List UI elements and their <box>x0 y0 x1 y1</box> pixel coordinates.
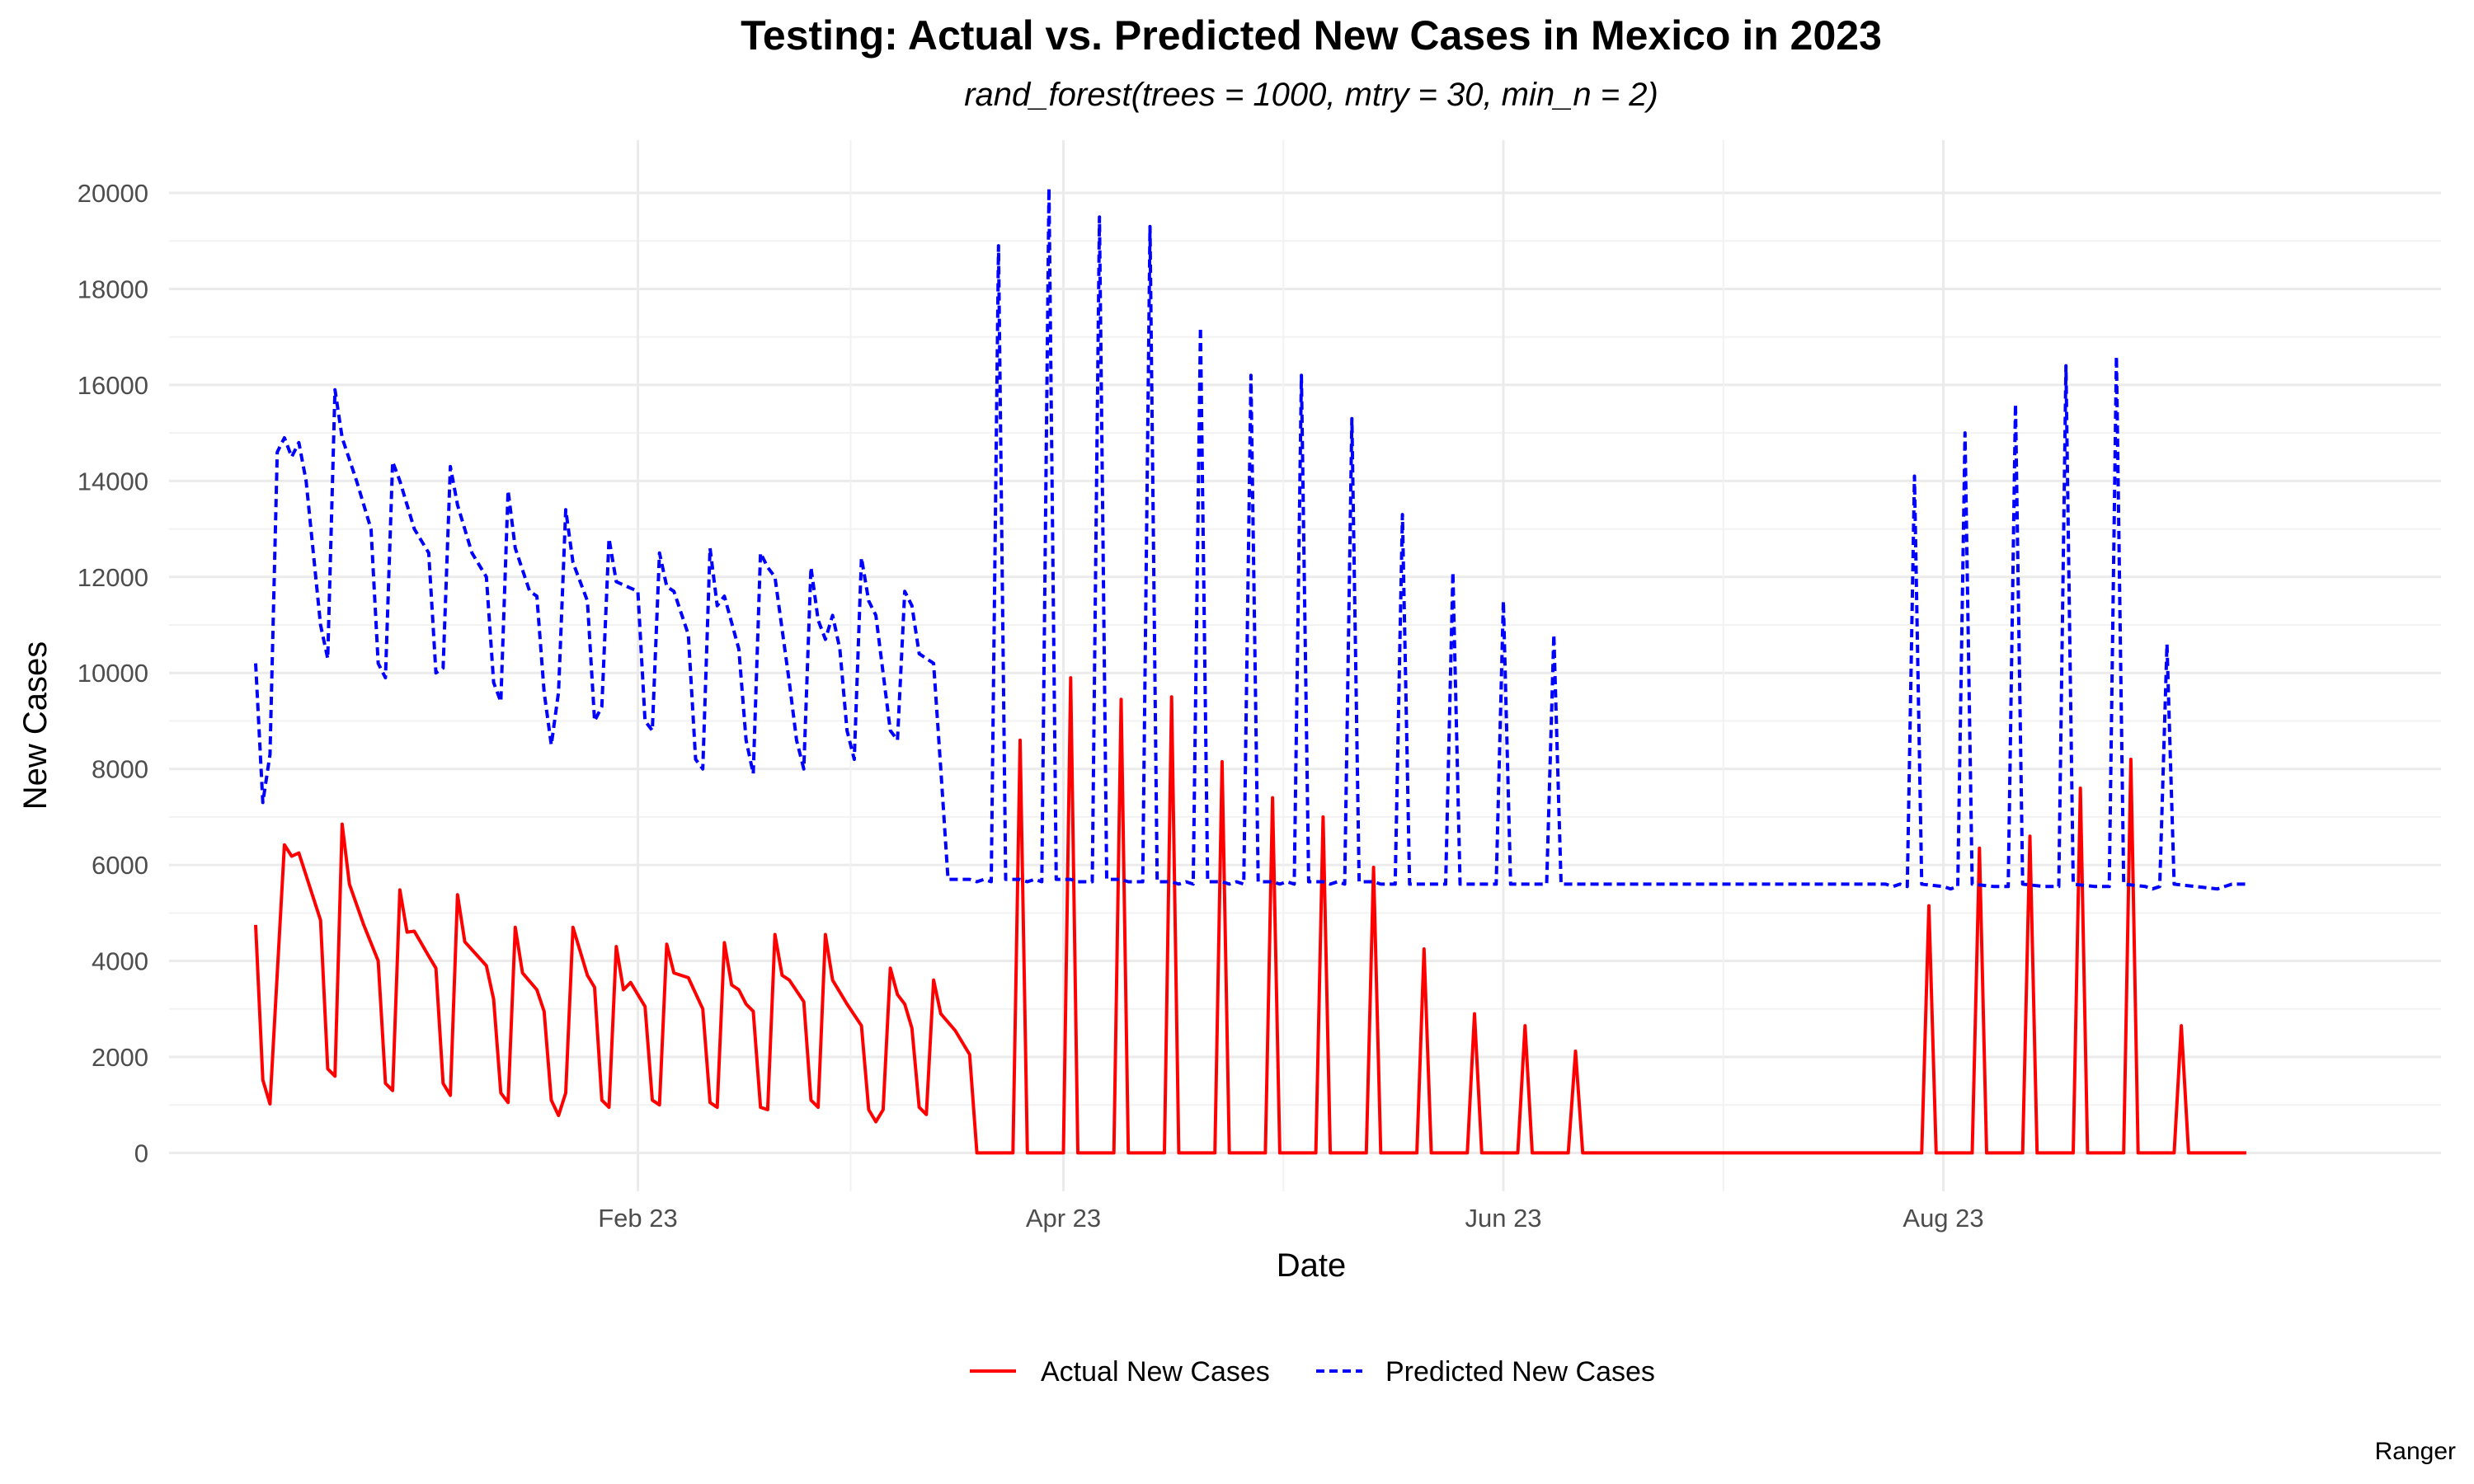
series-lines <box>254 186 2246 1155</box>
y-tick-label: 8000 <box>92 755 148 784</box>
y-tick-label: 12000 <box>78 563 148 592</box>
series-line-predicted <box>254 186 2246 891</box>
legend: Actual New Cases Predicted New Cases <box>970 1356 1655 1388</box>
x-axis-title: Date <box>1277 1247 1347 1284</box>
x-tick-label: Apr 23 <box>1026 1204 1101 1233</box>
y-tick-label: 10000 <box>78 659 148 688</box>
x-axis-ticks: Feb 23 Apr 23 Jun 23 Aug 23 <box>598 1204 1983 1233</box>
y-tick-label: 2000 <box>92 1043 148 1072</box>
y-tick-label: 14000 <box>78 467 148 495</box>
series-line-actual <box>254 676 2246 1155</box>
y-tick-label: 20000 <box>78 179 148 208</box>
y-tick-label: 6000 <box>92 851 148 880</box>
legend-label-predicted: Predicted New Cases <box>1385 1356 1655 1388</box>
x-tick-label: Aug 23 <box>1903 1204 1983 1233</box>
chart-subtitle: rand_forest(trees = 1000, mtry = 30, min… <box>964 77 1658 113</box>
chart-caption: Ranger <box>2375 1438 2456 1465</box>
y-tick-label: 18000 <box>78 275 148 303</box>
x-tick-label: Jun 23 <box>1465 1204 1541 1233</box>
y-axis-title: New Cases <box>17 641 54 810</box>
legend-label-actual: Actual New Cases <box>1041 1356 1270 1388</box>
y-axis-ticks: 0 2000 4000 6000 8000 10000 12000 14000 16000 180… <box>78 179 148 1167</box>
y-tick-label: 16000 <box>78 371 148 400</box>
x-tick-label: Feb 23 <box>598 1204 678 1233</box>
y-tick-label: 0 <box>134 1139 148 1167</box>
y-tick-label: 4000 <box>92 947 148 976</box>
chart-title: Testing: Actual vs. Predicted New Cases … <box>741 12 1882 59</box>
